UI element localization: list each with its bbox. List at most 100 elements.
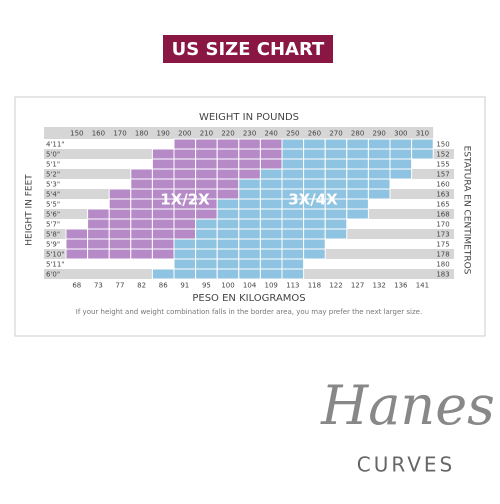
cell [195, 258, 218, 270]
cell [108, 228, 132, 240]
cell [151, 218, 175, 230]
cell [130, 198, 153, 210]
cell [281, 148, 305, 160]
cell [346, 138, 369, 150]
cell [173, 208, 197, 220]
cell [259, 178, 283, 190]
cell [238, 178, 261, 190]
cell [281, 138, 305, 150]
kg-tick: 104 [243, 282, 257, 290]
cell [346, 148, 369, 160]
cell [303, 228, 326, 240]
weight-tick: 170 [113, 130, 126, 138]
weight-tick: 300 [394, 130, 407, 138]
kg-tick: 122 [329, 282, 342, 290]
cell [238, 158, 261, 170]
cell [108, 208, 132, 220]
cm-label: 168 [436, 211, 449, 219]
cell [389, 168, 413, 180]
cell [151, 248, 175, 260]
cell [389, 138, 413, 150]
cell [346, 188, 369, 200]
cell [281, 218, 305, 230]
cell [324, 208, 348, 220]
cell [346, 198, 369, 210]
size-label: 3X/4X [288, 191, 338, 209]
cell [324, 138, 348, 150]
cell [195, 268, 218, 280]
cell [367, 168, 391, 180]
cell [238, 248, 261, 260]
cm-label: ESTATURA EN CENTIMETROS [462, 146, 472, 275]
cell [216, 148, 240, 160]
cell [195, 228, 218, 240]
weight-tick: 310 [416, 130, 429, 138]
cell [173, 178, 197, 190]
cell [173, 228, 197, 240]
weight-label: WEIGHT IN POUNDS [199, 112, 299, 123]
kg-tick: 86 [159, 282, 168, 290]
weight-tick: 270 [329, 130, 342, 138]
cell [324, 178, 348, 190]
cell [303, 138, 326, 150]
cell [303, 148, 326, 160]
cell [151, 158, 175, 170]
cell [65, 228, 89, 240]
cell [303, 158, 326, 170]
height-label: 5'1" [46, 161, 60, 169]
cell [130, 238, 153, 250]
cell [281, 168, 305, 180]
cell [411, 138, 434, 150]
cell [130, 228, 153, 240]
cell [195, 238, 218, 250]
cell [281, 248, 305, 260]
header-row [44, 127, 434, 139]
cell [108, 188, 132, 200]
cell [87, 248, 110, 260]
cell [151, 208, 175, 220]
cell [216, 188, 240, 200]
height-label: HEIGHT IN FEET [25, 174, 35, 246]
cell [238, 228, 261, 240]
height-label: 5'10" [46, 251, 65, 259]
cell [216, 178, 240, 190]
cell [259, 258, 283, 270]
cell [281, 208, 305, 220]
cell [238, 218, 261, 230]
height-label: 5'8" [46, 231, 60, 239]
weight-tick: 290 [373, 130, 386, 138]
weight-tick: 190 [157, 130, 170, 138]
cell [130, 208, 153, 220]
cell [173, 168, 197, 180]
cm-label: 180 [436, 261, 449, 269]
cell [367, 178, 391, 190]
cell [281, 268, 305, 280]
cm-label: 170 [436, 221, 449, 229]
cell [259, 228, 283, 240]
cell [281, 238, 305, 250]
height-label: 4'11" [46, 141, 65, 149]
height-label: 5'6" [46, 211, 60, 219]
cell [173, 238, 197, 250]
height-label: 5'5" [46, 201, 60, 209]
cell [65, 248, 89, 260]
cell [216, 228, 240, 240]
cell [259, 218, 283, 230]
cell [151, 148, 175, 160]
cell [130, 248, 153, 260]
cell [259, 248, 283, 260]
cell [173, 148, 197, 160]
cell [303, 208, 326, 220]
cell [195, 218, 218, 230]
kg-tick: 91 [180, 282, 189, 290]
kg-tick: 68 [72, 282, 81, 290]
cell [151, 168, 175, 180]
cell [173, 258, 197, 270]
cell [238, 168, 261, 180]
cell [238, 268, 261, 280]
height-label: 5'7" [46, 221, 60, 229]
kg-tick: 132 [373, 282, 386, 290]
cell [346, 178, 369, 190]
cell [216, 198, 240, 210]
